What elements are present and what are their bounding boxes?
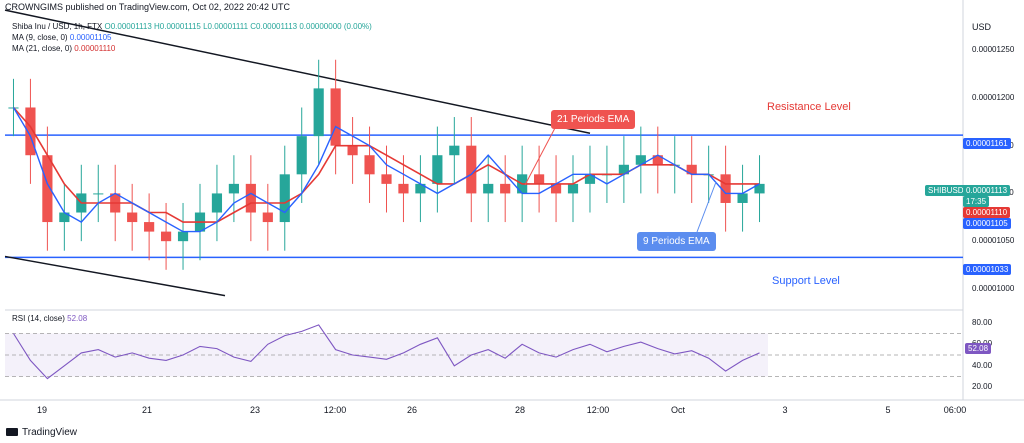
- time-tick: 3: [782, 405, 788, 415]
- candle-body: [262, 212, 273, 223]
- publisher-line: CROWNGIMS published on TradingView.com, …: [5, 2, 290, 12]
- candle-body: [415, 183, 426, 194]
- rsi-price-tag: 52.08: [965, 343, 992, 354]
- candle-body: [59, 212, 70, 223]
- candle-body: [127, 212, 138, 223]
- time-tick: 26: [406, 405, 418, 415]
- footer-brand-label: TradingView: [22, 427, 78, 438]
- time-tick: 06:00: [943, 405, 967, 415]
- ma21-price-tag: 0.00001110: [963, 207, 1011, 218]
- candle-body: [500, 183, 511, 194]
- rsi-legend[interactable]: RSI (14, close) 52.08: [12, 314, 87, 323]
- candle-body: [245, 183, 256, 213]
- price-tick: 0.00001050: [972, 236, 1015, 246]
- time-tick: 12:00: [586, 405, 610, 415]
- candle-body: [686, 164, 697, 175]
- candle-body: [160, 231, 172, 242]
- ma9-line: [12, 107, 760, 233]
- time-tick: 28: [514, 405, 526, 415]
- footer-brand[interactable]: TradingView: [6, 427, 77, 438]
- candle-body: [737, 193, 748, 203]
- candle-body: [93, 193, 104, 195]
- candle-body: [398, 183, 409, 194]
- ma9-value: 0.00001105: [69, 33, 112, 42]
- candle-body: [432, 155, 443, 184]
- time-tick: 12:00: [323, 405, 347, 415]
- candle-body: [584, 174, 596, 184]
- candle-body: [313, 88, 324, 137]
- candle-body: [466, 145, 477, 194]
- symbol-label: Shiba Inu / USD, 1h, FTX: [12, 22, 103, 31]
- candle-body: [635, 155, 646, 165]
- candle-body: [279, 174, 290, 223]
- resistance-annotation: Resistance Level: [767, 101, 851, 113]
- resistance-price-tag: 0.00001161: [963, 138, 1011, 149]
- candle-body: [550, 183, 562, 194]
- candle-body: [228, 183, 239, 194]
- ohlc-values: O0.00001113 H0.00001115 L0.00001111 C0.0…: [104, 22, 372, 31]
- rsi-label: RSI (14, close): [12, 314, 65, 323]
- candle-body: [296, 136, 307, 175]
- support-price-tag: 0.00001033: [963, 264, 1012, 275]
- ohlc-line: Shiba Inu / USD, 1h, FTX O0.00001113 H0.…: [12, 22, 372, 31]
- support-annotation: Support Level: [772, 275, 840, 287]
- symbol-tag: SHIBUSD: [925, 185, 967, 196]
- trendline-0: [4, 9, 591, 134]
- ma9-price-tag: 0.00001105: [963, 218, 1011, 229]
- candle-body: [144, 222, 155, 232]
- candle-body: [177, 231, 189, 242]
- candle-body: [25, 107, 36, 156]
- price-tick: 0.00001250: [972, 45, 1015, 55]
- candle-body: [720, 174, 731, 203]
- rsi-tick: 40.00: [972, 360, 993, 370]
- ma9-legend[interactable]: MA (9, close, 0) 0.00001105: [12, 33, 111, 42]
- ema21-callout-pointer: [524, 127, 556, 186]
- candle-body: [567, 183, 579, 194]
- ma21-value: 0.00001110: [74, 44, 116, 53]
- time-tick: 23: [249, 405, 261, 415]
- candle-body: [347, 145, 358, 156]
- candle-body: [483, 183, 494, 194]
- time-tick: 19: [36, 405, 48, 415]
- candle-body: [381, 174, 392, 184]
- time-tick: 21: [141, 405, 153, 415]
- candle-body: [211, 193, 223, 213]
- ma21-legend[interactable]: MA (21, close, 0) 0.00001110: [12, 44, 115, 53]
- candle-body: [449, 145, 460, 156]
- price-tick: 0.00001200: [972, 92, 1015, 102]
- time-tick: Oct: [670, 405, 686, 415]
- currency-label: USD: [972, 22, 992, 32]
- rsi-tick: 80.00: [972, 317, 993, 327]
- rsi-tick: 20.00: [972, 382, 993, 392]
- rsi-line: [13, 324, 760, 380]
- tradingview-logo-icon: [6, 428, 18, 437]
- ema21-callout: 21 Periods EMA: [551, 110, 636, 129]
- ma21-label: MA (21, close, 0): [12, 44, 73, 53]
- countdown-tag: 17:35: [963, 196, 990, 207]
- rsi-value: 52.08: [67, 314, 88, 323]
- trendline-1: [4, 255, 226, 297]
- time-tick: 5: [885, 405, 891, 415]
- candle-body: [42, 155, 53, 223]
- candle-body: [364, 155, 375, 175]
- ema9-callout: 9 Periods EMA: [637, 232, 716, 251]
- candle-body: [534, 174, 545, 184]
- candle-body: [754, 183, 765, 194]
- ma9-label: MA (9, close, 0): [12, 33, 68, 42]
- candle-body: [618, 164, 629, 175]
- price-tick: 0.00001000: [972, 283, 1015, 293]
- candle-body: [330, 88, 341, 146]
- ema9-callout-pointer: [696, 181, 717, 233]
- last-price-tag: 0.00001113: [963, 185, 1011, 196]
- candle-body: [652, 155, 663, 165]
